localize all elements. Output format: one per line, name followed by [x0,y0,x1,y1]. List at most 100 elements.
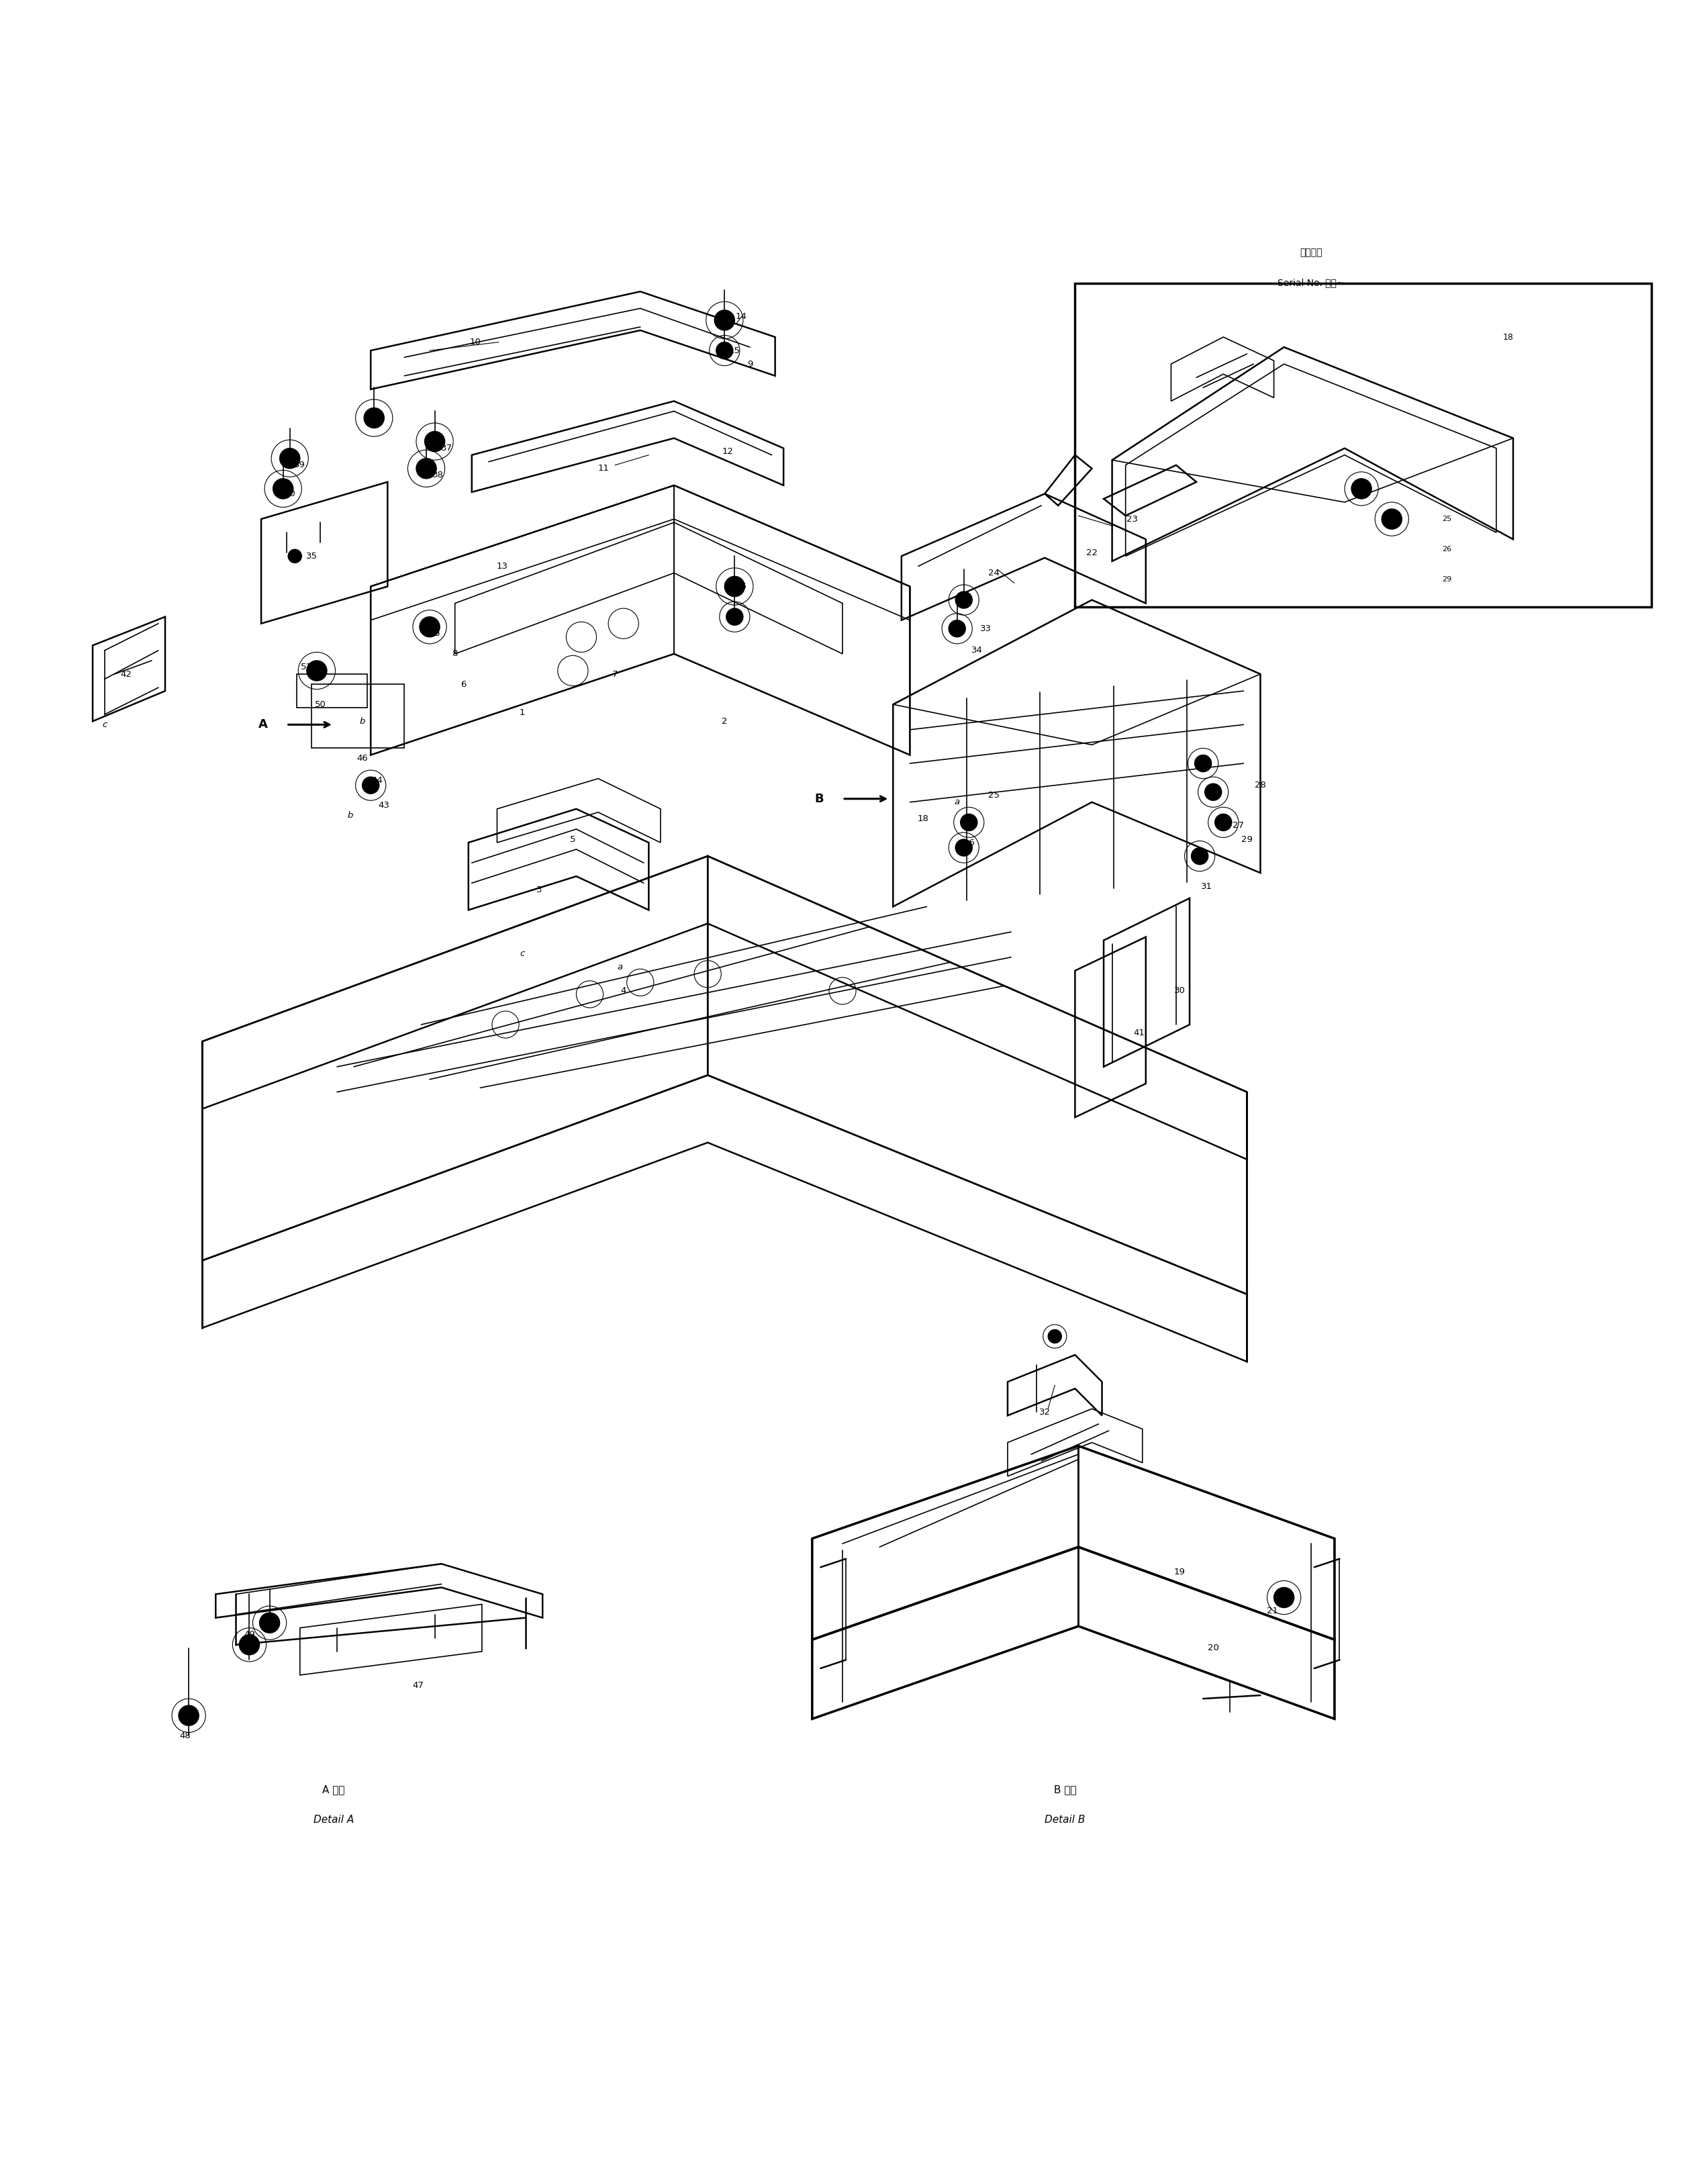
Text: a: a [617,963,623,972]
Text: 44: 44 [372,775,382,784]
Text: 30: 30 [1174,987,1185,996]
Text: 49: 49 [244,1629,254,1638]
Circle shape [1274,1588,1294,1607]
Text: 43: 43 [379,802,389,810]
Text: c: c [521,950,524,959]
Circle shape [1205,784,1222,802]
Circle shape [1195,756,1212,771]
Text: 1: 1 [519,708,526,716]
Text: 40: 40 [285,489,295,498]
Text: 25: 25 [989,791,999,799]
Circle shape [307,660,327,681]
Text: 50: 50 [315,701,325,710]
Circle shape [420,616,440,638]
Circle shape [1215,815,1232,830]
Text: 4: 4 [620,987,627,996]
Text: 16: 16 [736,583,746,592]
Text: 39: 39 [295,461,305,470]
Text: 32: 32 [1040,1409,1050,1417]
Text: 24: 24 [989,568,999,577]
Circle shape [416,459,436,478]
Text: b: b [359,716,366,725]
Circle shape [362,778,379,793]
Text: 25: 25 [1442,515,1452,522]
Text: 2: 2 [721,716,728,725]
Text: 10: 10 [470,339,480,347]
Text: 35: 35 [307,553,317,561]
Text: Serial No. ・・~: Serial No. ・・~ [1277,277,1345,288]
Text: 6: 6 [460,679,467,688]
Text: 34: 34 [972,646,982,655]
Circle shape [273,478,293,498]
Text: c: c [103,721,106,729]
Text: 18: 18 [1503,332,1513,341]
Circle shape [955,839,972,856]
Text: 20: 20 [1208,1645,1218,1653]
Circle shape [716,343,733,358]
Text: b: b [347,810,354,819]
Text: 9: 9 [746,360,753,369]
Circle shape [425,432,445,452]
Text: 15: 15 [730,345,740,354]
Text: 45: 45 [430,629,440,638]
Text: Detail A: Detail A [313,1815,354,1826]
Text: 47: 47 [413,1682,423,1690]
Circle shape [288,550,302,563]
Text: 11: 11 [598,465,608,474]
Circle shape [364,408,384,428]
Circle shape [1191,847,1208,865]
Text: 8: 8 [452,649,458,657]
Circle shape [1351,478,1372,498]
Text: 29: 29 [1442,577,1452,583]
Text: 適用号機: 適用号機 [1299,249,1323,258]
Text: 17: 17 [730,612,740,620]
Text: 33: 33 [981,625,991,633]
Circle shape [955,592,972,609]
Text: 36: 36 [366,417,376,426]
Bar [1075,284,1651,607]
Text: 3: 3 [536,885,543,893]
Text: B 詳細: B 詳細 [1053,1784,1077,1795]
Text: 42: 42 [121,670,131,679]
Text: 48: 48 [180,1732,190,1741]
Text: B: B [814,793,824,806]
Text: A 詳細: A 詳細 [322,1784,345,1795]
Text: 14: 14 [736,312,746,321]
Bar [297,675,367,708]
Circle shape [259,1612,280,1634]
Text: 27: 27 [1233,821,1244,830]
Text: 46: 46 [357,753,367,762]
Text: 7: 7 [612,670,618,679]
Text: 29: 29 [1242,834,1252,843]
Text: 13: 13 [497,561,507,570]
Circle shape [725,577,745,596]
Circle shape [960,815,977,830]
Circle shape [949,620,966,638]
Text: a: a [954,797,960,806]
Text: 38: 38 [433,472,443,480]
Text: 28: 28 [1255,782,1265,791]
Bar [312,684,404,749]
Text: 41: 41 [1134,1029,1144,1037]
Circle shape [1382,509,1402,529]
Text: 5: 5 [570,834,576,843]
Circle shape [726,609,743,625]
Text: 19: 19 [1174,1568,1185,1577]
Text: 31: 31 [1201,882,1212,891]
Text: A: A [258,719,268,732]
Circle shape [1048,1330,1062,1343]
Text: Detail B: Detail B [1045,1815,1085,1826]
Circle shape [280,448,300,470]
Text: 18: 18 [918,815,928,823]
Text: 21: 21 [1267,1607,1277,1616]
Text: 51: 51 [302,664,312,673]
Circle shape [239,1634,259,1655]
Text: 37: 37 [441,443,452,452]
Text: 23: 23 [1127,515,1137,524]
Circle shape [714,310,735,330]
Circle shape [179,1706,199,1725]
Text: 12: 12 [723,448,733,456]
Text: 26: 26 [964,839,974,847]
Text: 26: 26 [1442,546,1452,553]
Text: 22: 22 [1087,548,1097,557]
